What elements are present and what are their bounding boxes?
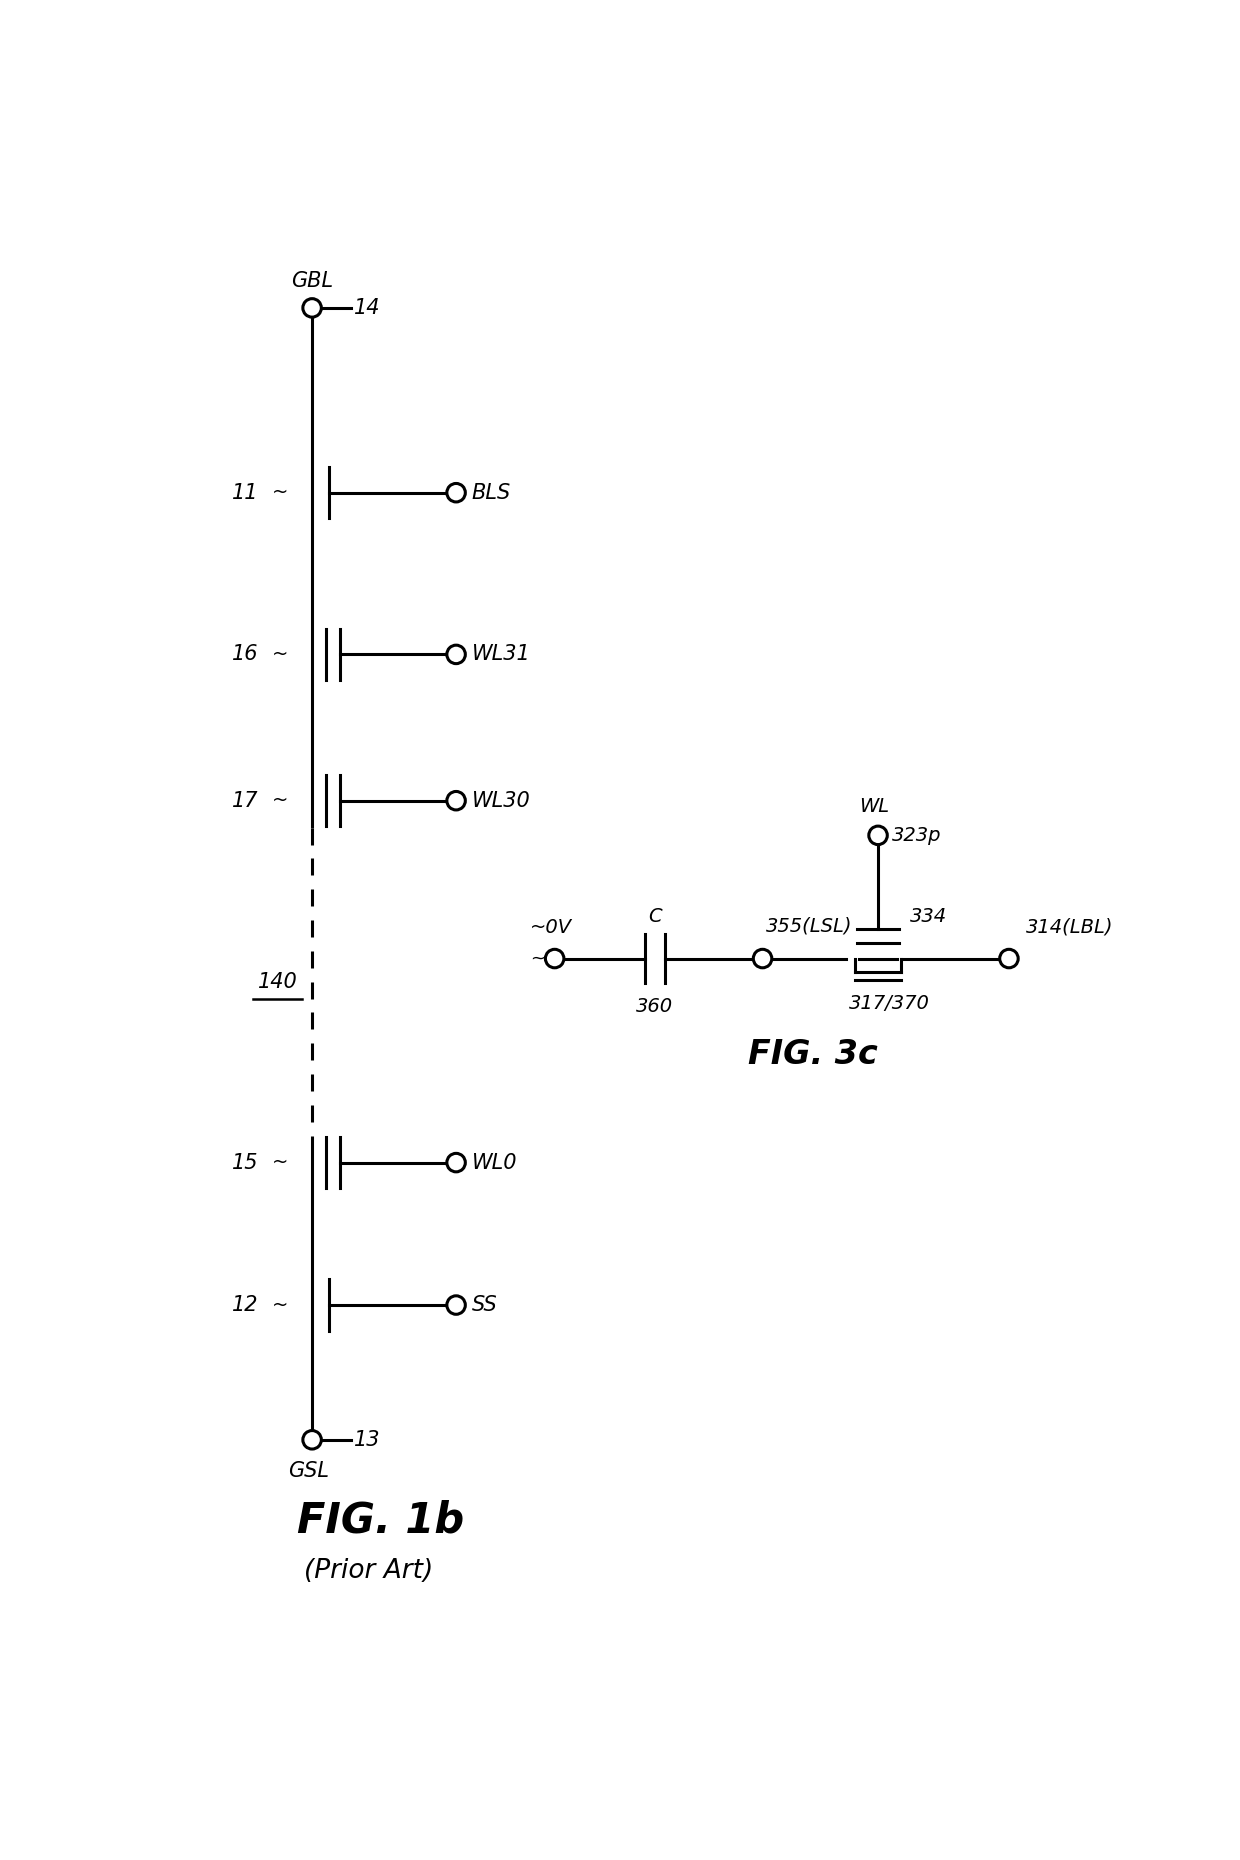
Text: 334: 334 [910, 906, 947, 926]
Text: ~: ~ [272, 1296, 288, 1315]
Text: GSL: GSL [288, 1462, 329, 1481]
Text: ~: ~ [272, 484, 288, 502]
Text: 11: 11 [232, 484, 258, 502]
Circle shape [869, 826, 888, 844]
Text: 17: 17 [232, 790, 258, 811]
Text: 16: 16 [232, 644, 258, 664]
Text: FIG. 3c: FIG. 3c [748, 1038, 878, 1071]
Text: WL30: WL30 [471, 790, 531, 811]
Text: ~: ~ [272, 790, 288, 811]
Text: 15: 15 [232, 1153, 258, 1172]
Text: 323p: 323p [892, 826, 941, 844]
Circle shape [303, 299, 321, 318]
Text: 360: 360 [636, 997, 673, 1016]
Text: GBL: GBL [291, 272, 334, 290]
Text: ~: ~ [272, 645, 288, 664]
Text: WL31: WL31 [471, 644, 531, 664]
Text: SS: SS [471, 1295, 497, 1315]
Text: 13: 13 [355, 1430, 381, 1449]
Circle shape [303, 1430, 321, 1449]
Circle shape [999, 949, 1018, 967]
Text: ~: ~ [272, 1153, 288, 1172]
Text: C: C [649, 908, 662, 926]
Circle shape [446, 645, 465, 664]
Circle shape [754, 949, 771, 967]
Text: BLS: BLS [471, 484, 511, 502]
Text: 140: 140 [258, 971, 298, 991]
Circle shape [446, 484, 465, 502]
Text: 317/370: 317/370 [849, 993, 930, 1014]
Text: WL0: WL0 [471, 1153, 517, 1172]
Text: (Prior Art): (Prior Art) [304, 1557, 434, 1583]
Text: WL: WL [859, 798, 889, 817]
Circle shape [446, 1296, 465, 1315]
Text: 355(LSL): 355(LSL) [766, 917, 853, 936]
Circle shape [546, 949, 564, 967]
Text: 14: 14 [355, 298, 381, 318]
Text: ~0V: ~0V [529, 919, 572, 937]
Circle shape [446, 792, 465, 809]
Text: FIG. 1b: FIG. 1b [296, 1499, 464, 1542]
Text: 314(LBL): 314(LBL) [1025, 919, 1114, 937]
Circle shape [446, 1153, 465, 1172]
Text: 12: 12 [232, 1295, 258, 1315]
Text: ~: ~ [531, 950, 546, 967]
